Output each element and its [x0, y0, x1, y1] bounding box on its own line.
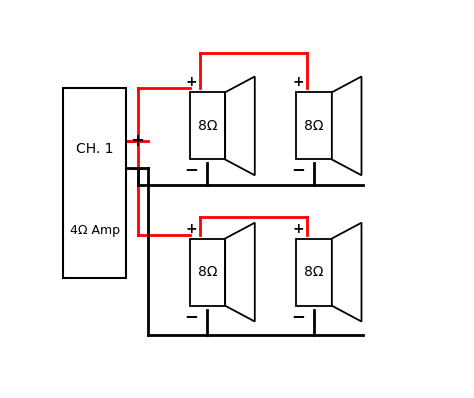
Text: 8Ω: 8Ω: [304, 119, 324, 133]
Text: −: −: [292, 306, 305, 325]
Text: −: −: [184, 306, 199, 325]
Text: −: −: [184, 160, 199, 178]
Text: CH. 1: CH. 1: [76, 142, 113, 156]
Polygon shape: [225, 223, 255, 322]
Text: +: +: [292, 75, 304, 90]
Text: 4Ω Amp: 4Ω Amp: [70, 224, 120, 237]
Text: 8Ω: 8Ω: [304, 265, 324, 279]
Text: +: +: [292, 222, 304, 236]
Text: +: +: [186, 75, 197, 90]
Bar: [296, 92, 332, 160]
Bar: [63, 88, 127, 278]
Polygon shape: [332, 76, 362, 175]
Text: 8Ω: 8Ω: [198, 265, 217, 279]
Text: +: +: [130, 133, 144, 150]
Text: −: −: [292, 160, 305, 178]
Bar: [190, 92, 225, 160]
Text: −: −: [130, 159, 144, 177]
Polygon shape: [225, 76, 255, 175]
Text: +: +: [186, 222, 197, 236]
Bar: [296, 238, 332, 306]
Polygon shape: [332, 223, 362, 322]
Text: 8Ω: 8Ω: [198, 119, 217, 133]
Bar: [190, 238, 225, 306]
